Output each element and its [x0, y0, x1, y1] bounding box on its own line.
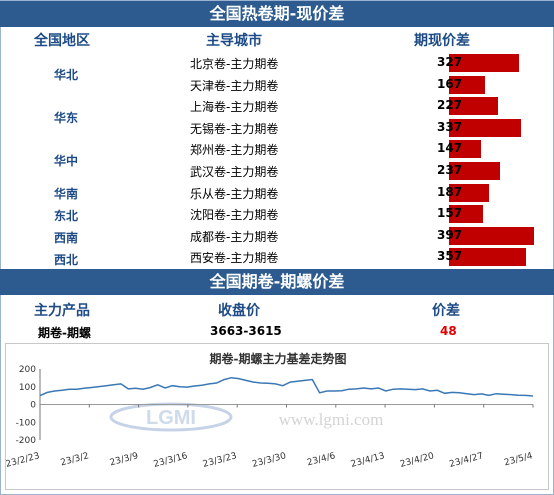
spread-value-label: 227 — [437, 98, 463, 113]
y-tick-label: 0 — [30, 401, 36, 411]
x-tick-label: 23/2/23 — [6, 451, 41, 470]
spread-bar — [449, 118, 522, 137]
spread-value: 48 — [440, 324, 457, 338]
header-region: 全国地区 — [34, 33, 90, 49]
spread-bar — [449, 140, 481, 159]
watermark-logo: LGMI — [146, 407, 196, 429]
spread-value-label: 187 — [437, 184, 463, 199]
header-close: 收盘价 — [218, 303, 260, 319]
spread-value-label: 237 — [437, 163, 463, 177]
basis-chart: 期卷-期螺主力基差走势图 LGMI www.lgmi.com 200 100 0 -100… — [5, 343, 549, 490]
section2-title: 全国期卷-期螺价差 — [0, 269, 554, 295]
header-product: 主力产品 — [34, 303, 90, 319]
spread-bar — [449, 226, 535, 245]
city-label: 上海卷-主力期卷 — [190, 100, 279, 115]
x-tick-label: 23/3/16 — [153, 451, 189, 470]
spread-bar — [449, 183, 490, 202]
section1-title: 全国热卷期-现价差 — [0, 1, 554, 27]
region-huazhong: 华中 — [54, 154, 79, 168]
spread-value-label: 357 — [437, 249, 463, 264]
spread-bar — [449, 97, 498, 116]
spread-value-label: 337 — [437, 119, 463, 134]
x-tick-label: 23/3/23 — [202, 451, 238, 470]
series-line — [39, 376, 534, 397]
x-tick-label: 23/4/20 — [399, 451, 435, 470]
y-tick-label: 200 — [19, 365, 36, 375]
city-label: 郑州卷-主力期卷 — [190, 143, 279, 158]
spread-value-label: 147 — [437, 141, 463, 156]
spread-bar — [449, 75, 485, 94]
x-tick-label: 23/4/13 — [350, 451, 386, 470]
chart-svg: LGMI www.lgmi.com 200 100 0 -100 -200 23/2/23 23… — [6, 365, 534, 470]
city-label: 成都卷-主力期卷 — [190, 229, 279, 244]
spread-bar — [449, 54, 520, 72]
product-name: 期卷-期螺 — [38, 326, 91, 340]
city-label: 沈阳卷-主力期卷 — [190, 208, 279, 223]
region-xinan: 西南 — [54, 231, 79, 245]
region-xibei: 西北 — [54, 253, 79, 267]
x-tick-label: 23/5/4 — [503, 451, 534, 468]
x-tick-label: 23/3/30 — [251, 451, 287, 470]
city-label: 武汉卷-主力期卷 — [190, 165, 279, 179]
spread-value-label: 157 — [437, 206, 463, 221]
x-tick-label: 23/4/27 — [448, 451, 484, 470]
city-label: 无锡卷-主力期卷 — [190, 121, 279, 136]
city-label: 北京卷-主力期卷 — [190, 57, 279, 71]
city-label: 天津卷-主力期卷 — [190, 78, 279, 93]
header-spread: 期现价差 — [414, 33, 470, 49]
spread-value-label: 327 — [437, 55, 463, 69]
close-price: 3663-3615 — [210, 324, 282, 338]
x-tick-label: 23/4/6 — [306, 451, 337, 468]
region-huanan: 华南 — [54, 187, 79, 201]
spread-bar — [449, 205, 483, 224]
region-huabei: 华北 — [54, 68, 79, 82]
header-city: 主导城市 — [206, 33, 262, 49]
x-tick-label: 23/3/2 — [60, 451, 91, 468]
x-tick-label: 23/3/9 — [109, 451, 140, 468]
header-diff: 价差 — [432, 303, 460, 319]
chart-title: 期卷-期螺主力基差走势图 — [209, 352, 347, 366]
y-tick-label: -200 — [16, 436, 37, 446]
watermark-text: www.lgmi.com — [279, 410, 384, 429]
y-tick-label: 100 — [19, 383, 36, 393]
city-label: 西安卷-主力期卷 — [190, 251, 279, 266]
spread-bar — [449, 162, 500, 180]
region-huadong: 华东 — [54, 111, 79, 125]
region-dongbei: 东北 — [54, 209, 79, 223]
spread-value-label: 167 — [437, 76, 463, 91]
spread-value-label: 397 — [437, 227, 463, 242]
city-label: 乐从卷-主力期卷 — [190, 186, 279, 201]
spread-bar — [449, 248, 526, 267]
y-tick-label: -100 — [16, 418, 37, 428]
